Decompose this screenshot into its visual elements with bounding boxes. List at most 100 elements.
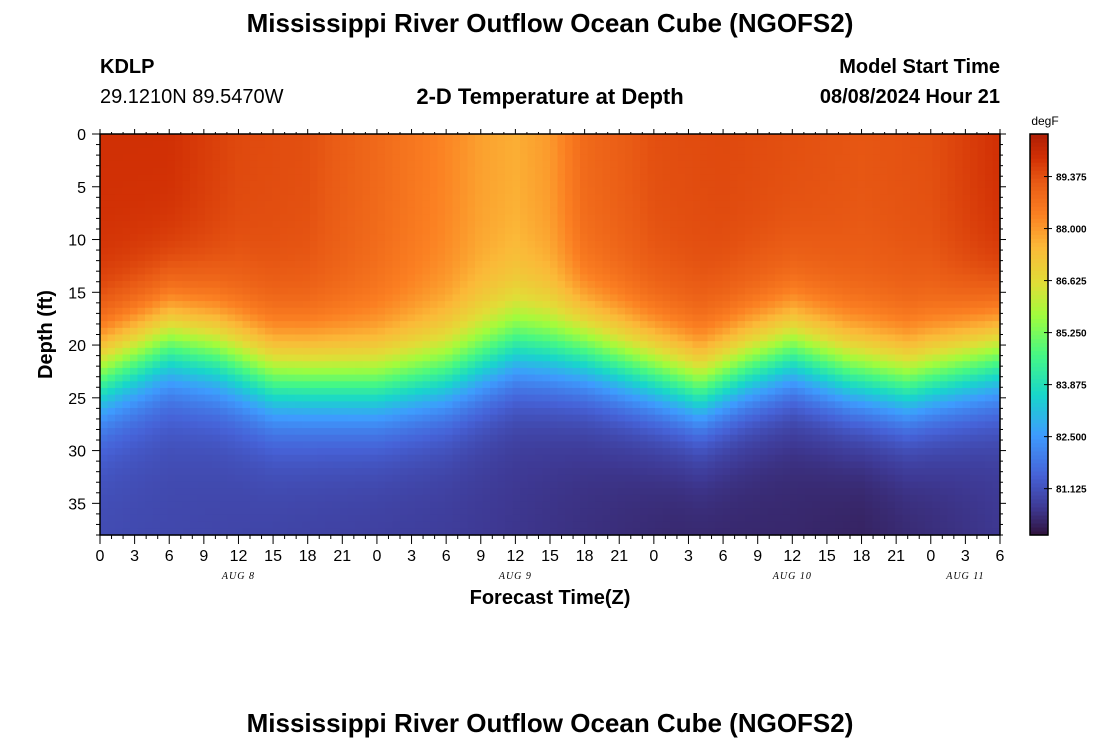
heatmap-cell [190, 521, 199, 529]
heatmap-cell [520, 254, 529, 262]
heatmap-cell [685, 361, 694, 369]
heatmap-cell [205, 227, 214, 235]
heatmap-cell [647, 394, 656, 402]
heatmap-cell [332, 374, 341, 382]
heatmap-cell [475, 267, 484, 275]
heatmap-cell [550, 401, 559, 409]
heatmap-cell [415, 528, 424, 536]
heatmap-cell [152, 200, 161, 209]
heatmap-cell [482, 428, 491, 436]
heatmap-cell [145, 174, 154, 182]
heatmap-cell [670, 461, 679, 469]
heatmap-cell [452, 314, 461, 322]
heatmap-cell [325, 381, 334, 389]
heatmap-cell [130, 521, 139, 529]
heatmap-cell [610, 501, 619, 509]
heatmap-cell [550, 374, 559, 382]
heatmap-cell [160, 361, 169, 369]
heatmap-cell [302, 174, 311, 182]
heatmap-cell [437, 514, 446, 523]
heatmap-cell [250, 361, 259, 369]
heatmap-cell [602, 274, 611, 282]
heatmap-cell [130, 240, 139, 249]
heatmap-cell [265, 214, 274, 222]
heatmap-cell [670, 234, 679, 242]
heatmap-cell [580, 220, 589, 229]
heatmap-cell [175, 314, 184, 322]
heatmap-cell [280, 147, 289, 155]
heatmap-cell [715, 180, 724, 189]
heatmap-cell [347, 327, 356, 336]
heatmap-cell [595, 200, 604, 209]
heatmap-cell [617, 501, 626, 509]
heatmap-cell [265, 180, 274, 189]
heatmap-cell [370, 468, 379, 476]
heatmap-cell [640, 508, 649, 516]
heatmap-cell [235, 154, 244, 162]
heatmap-cell [415, 281, 424, 289]
heatmap-cell [632, 394, 641, 402]
heatmap-cell [415, 474, 424, 483]
heatmap-cell [512, 321, 521, 329]
heatmap-cell [212, 454, 221, 463]
heatmap-cell [520, 227, 529, 235]
heatmap-cell [490, 341, 499, 349]
heatmap-cell [490, 508, 499, 516]
heatmap-cell [550, 314, 559, 322]
heatmap-cell [242, 508, 251, 516]
heatmap-cell [700, 147, 709, 155]
heatmap-cell [595, 488, 604, 496]
heatmap-cell [227, 214, 236, 222]
heatmap-cell [655, 134, 664, 142]
heatmap-cell [145, 454, 154, 463]
heatmap-cell [430, 347, 439, 356]
heatmap-cell [197, 154, 206, 162]
heatmap-cell [377, 214, 386, 222]
heatmap-cell [310, 428, 319, 436]
heatmap-cell [692, 220, 701, 229]
heatmap-cell [475, 414, 484, 422]
heatmap-cell [587, 227, 596, 235]
heatmap-cell [145, 428, 154, 436]
heatmap-cell [520, 240, 529, 249]
heatmap-cell [182, 387, 191, 396]
heatmap-cell [115, 220, 124, 229]
heatmap-cell [677, 247, 686, 255]
heatmap-cell [670, 274, 679, 282]
heatmap-cell [692, 354, 701, 362]
heatmap-cell [190, 180, 199, 189]
heatmap-cell [565, 267, 574, 275]
heatmap-cell [115, 381, 124, 389]
heatmap-cell [490, 267, 499, 275]
heatmap-cell [565, 301, 574, 309]
heatmap-cell [407, 234, 416, 242]
heatmap-cell [647, 387, 656, 396]
heatmap-cell [302, 240, 311, 249]
heatmap-cell [520, 180, 529, 189]
heatmap-cell [130, 194, 139, 202]
heatmap-cell [182, 254, 191, 262]
heatmap-cell [490, 287, 499, 295]
heatmap-cell [445, 528, 454, 536]
heatmap-cell [212, 528, 221, 536]
heatmap-cell [670, 421, 679, 429]
heatmap-cell [160, 461, 169, 469]
heatmap-cell [212, 481, 221, 489]
heatmap-cell [220, 441, 229, 449]
heatmap-cell [325, 454, 334, 463]
heatmap-cell [160, 160, 169, 169]
heatmap-cell [250, 468, 259, 476]
heatmap-cell [362, 207, 371, 215]
heatmap-cell [430, 167, 439, 175]
heatmap-cell [550, 147, 559, 155]
heatmap-cell [190, 207, 199, 215]
heatmap-cell [377, 494, 386, 503]
heatmap-cell [497, 227, 506, 235]
heatmap-cell [542, 260, 551, 269]
heatmap-cell [707, 401, 716, 409]
heatmap-cell [145, 448, 154, 456]
heatmap-cell [160, 334, 169, 342]
heatmap-cell [632, 160, 641, 169]
heatmap-cell [505, 528, 514, 536]
heatmap-cell [407, 174, 416, 182]
